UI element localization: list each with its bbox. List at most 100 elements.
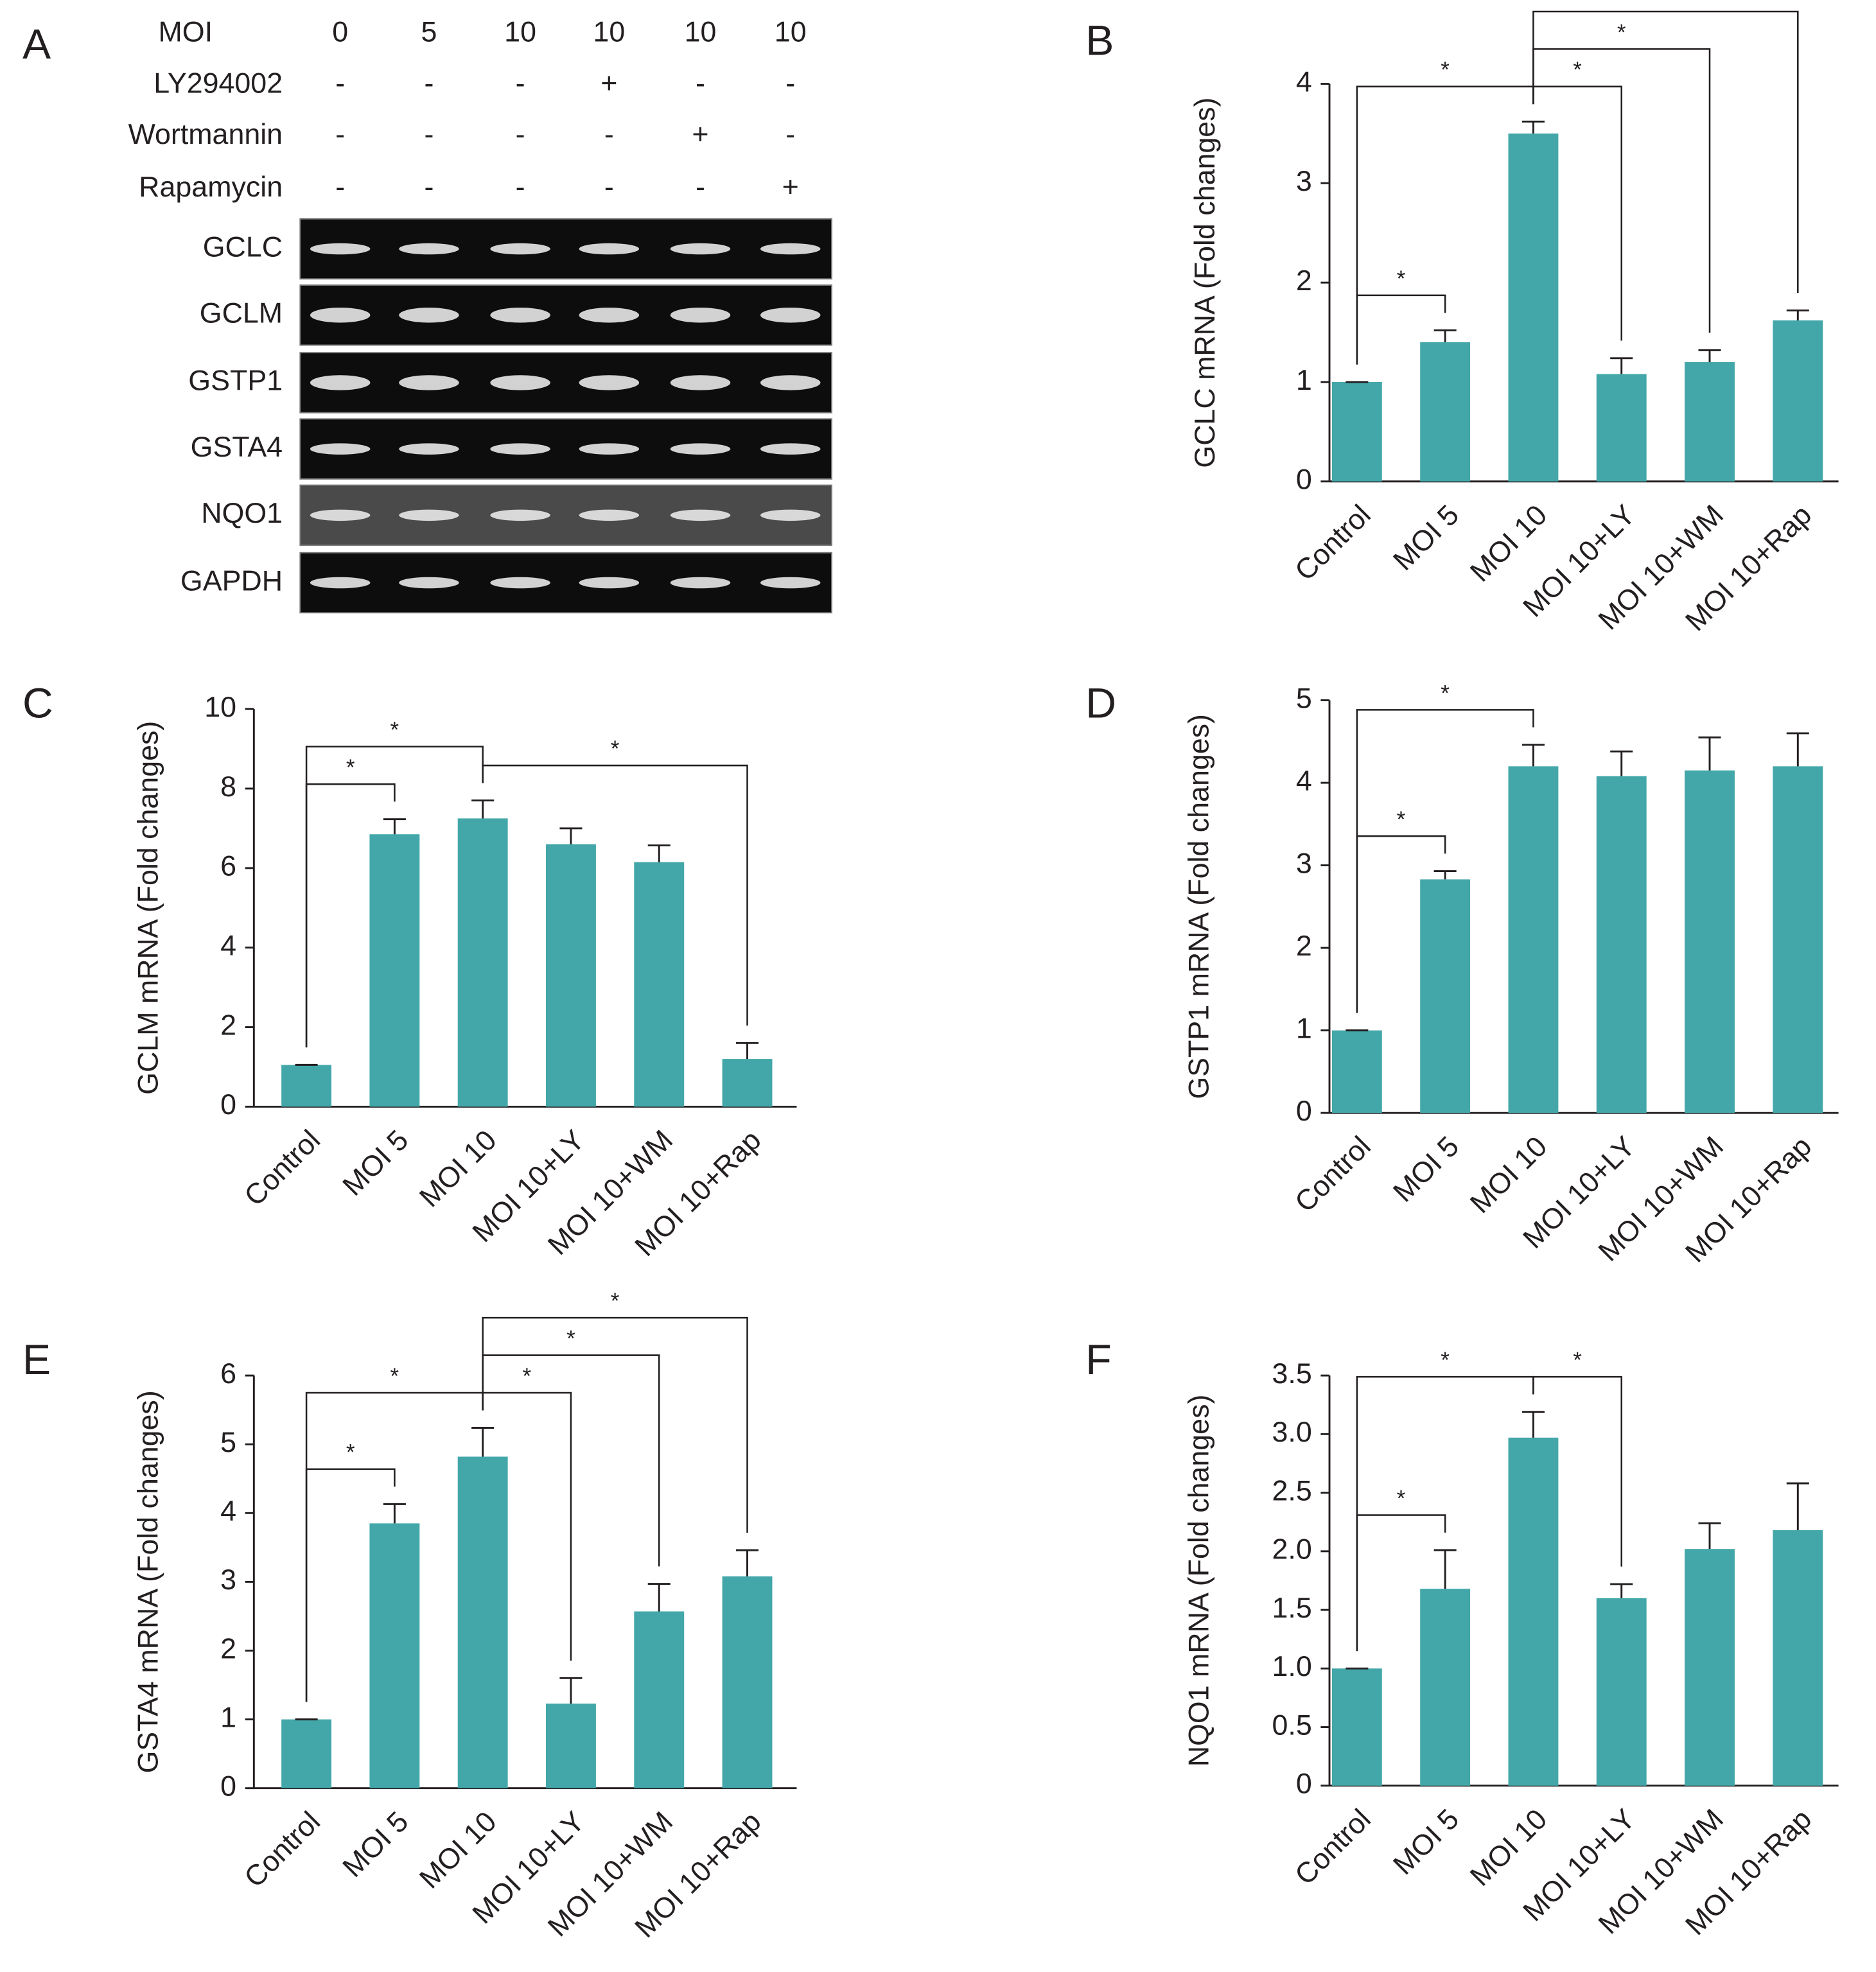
x-tick-label: Control bbox=[1288, 499, 1376, 587]
condition-value: - bbox=[604, 171, 614, 203]
y-tick-label: 1.0 bbox=[1272, 1650, 1312, 1682]
y-tick-label: 8 bbox=[220, 771, 236, 803]
x-tick-label: MOI 5 bbox=[1387, 1130, 1466, 1209]
significance-bracket bbox=[482, 1316, 748, 1533]
y-tick-label: 1 bbox=[220, 1701, 236, 1733]
condition-value: - bbox=[424, 171, 434, 203]
error-bar bbox=[1433, 1549, 1457, 1589]
gel-band bbox=[760, 308, 821, 323]
bar bbox=[457, 1456, 508, 1788]
error-bar bbox=[383, 1503, 406, 1524]
x-tick-label: MOI 10 bbox=[1464, 499, 1553, 588]
y-axis-label: NQO1 mRNA (Fold changes) bbox=[1182, 1395, 1214, 1767]
significance-label: * bbox=[1397, 807, 1406, 832]
bar bbox=[1685, 1549, 1735, 1786]
gene-label: GCLM bbox=[200, 297, 283, 329]
y-tick-label: 2.0 bbox=[1272, 1533, 1312, 1566]
x-tick-label: MOI 5 bbox=[337, 1806, 415, 1884]
condition-value: - bbox=[604, 118, 614, 150]
condition-label: MOI bbox=[158, 15, 213, 48]
condition-value: - bbox=[785, 118, 795, 150]
significance-label: * bbox=[1441, 58, 1450, 83]
condition-value: 10 bbox=[775, 15, 807, 48]
y-tick-label: 2 bbox=[220, 1632, 236, 1664]
significance-label: * bbox=[1441, 1348, 1450, 1373]
x-tick-label: MOI 10 bbox=[1464, 1130, 1553, 1219]
gel-band bbox=[490, 375, 550, 390]
x-tick-label: MOI 10 bbox=[414, 1124, 503, 1213]
significance-bracket bbox=[482, 764, 748, 1026]
bar bbox=[1773, 1530, 1823, 1786]
bar bbox=[1596, 1598, 1647, 1786]
gene-label: GSTP1 bbox=[188, 365, 283, 397]
error-bar bbox=[559, 1677, 583, 1704]
gel-band bbox=[579, 509, 640, 521]
significance-label: * bbox=[522, 1364, 531, 1389]
significance-label: * bbox=[566, 1326, 575, 1351]
significance-bracket bbox=[1356, 709, 1534, 1013]
gel-band bbox=[760, 509, 821, 521]
condition-value: 10 bbox=[685, 15, 717, 48]
error-bar bbox=[1610, 1583, 1633, 1598]
y-tick-label: 3 bbox=[1296, 165, 1312, 197]
bar bbox=[457, 818, 508, 1107]
error-bar bbox=[1786, 1482, 1809, 1530]
condition-value: - bbox=[785, 67, 795, 99]
bar bbox=[546, 844, 596, 1107]
gel-band bbox=[579, 308, 640, 323]
condition-value: 5 bbox=[421, 15, 437, 48]
gel-band bbox=[670, 243, 731, 255]
significance-label: * bbox=[611, 1289, 620, 1314]
significance-label: * bbox=[611, 737, 620, 762]
gel-band bbox=[399, 443, 459, 455]
bar bbox=[722, 1576, 773, 1788]
bar bbox=[722, 1059, 773, 1107]
significance-label: * bbox=[1573, 58, 1582, 83]
gel-band bbox=[310, 577, 371, 589]
condition-value: - bbox=[516, 171, 525, 203]
y-axis-label: GSTA4 mRNA (Fold changes) bbox=[132, 1390, 164, 1773]
y-tick-label: 0 bbox=[220, 1770, 236, 1802]
y-tick-label: 3.5 bbox=[1272, 1357, 1312, 1390]
condition-value: - bbox=[696, 67, 705, 99]
gel-band bbox=[490, 308, 550, 323]
y-tick-label: 0 bbox=[1296, 1768, 1312, 1800]
bar bbox=[634, 1611, 685, 1788]
significance-bracket bbox=[1532, 10, 1799, 293]
gel-band bbox=[670, 308, 731, 323]
gel-band bbox=[760, 243, 821, 255]
significance-bracket bbox=[1356, 1375, 1534, 1652]
gel-band bbox=[310, 443, 371, 455]
significance-label: * bbox=[1573, 1348, 1582, 1373]
bar bbox=[1508, 133, 1559, 482]
bar bbox=[1596, 374, 1647, 482]
y-tick-label: 1 bbox=[1296, 1012, 1312, 1044]
bar bbox=[1596, 776, 1647, 1113]
gel-band bbox=[760, 375, 821, 390]
y-tick-label: 2.5 bbox=[1272, 1474, 1312, 1506]
significance-label: * bbox=[1661, 0, 1670, 8]
bar bbox=[634, 862, 685, 1107]
error-bar bbox=[1521, 744, 1545, 767]
x-tick-label: MOI 5 bbox=[1387, 499, 1466, 577]
significance-label: * bbox=[1397, 266, 1406, 292]
bar bbox=[1331, 1030, 1382, 1113]
gel-band bbox=[670, 577, 731, 589]
gel-panel bbox=[299, 284, 832, 346]
condition-value: - bbox=[335, 67, 345, 99]
error-bar bbox=[1433, 870, 1457, 880]
y-tick-label: 0 bbox=[1296, 1095, 1312, 1127]
x-tick-label: MOI 10 bbox=[414, 1806, 503, 1895]
y-axis-label: GCLC mRNA (Fold changes) bbox=[1189, 98, 1221, 468]
gel-panel bbox=[299, 484, 832, 546]
error-bar bbox=[647, 844, 671, 862]
y-axis-label: GCLM mRNA (Fold changes) bbox=[132, 721, 164, 1095]
error-bar bbox=[1698, 736, 1721, 771]
y-tick-label: 0.5 bbox=[1272, 1709, 1312, 1741]
x-tick-label: Control bbox=[238, 1124, 326, 1212]
condition-label: LY294002 bbox=[153, 67, 283, 99]
gel-band bbox=[670, 375, 731, 390]
bar bbox=[281, 1719, 332, 1788]
x-tick-label: MOI 10 bbox=[1464, 1803, 1553, 1892]
y-tick-label: 0 bbox=[220, 1088, 236, 1121]
